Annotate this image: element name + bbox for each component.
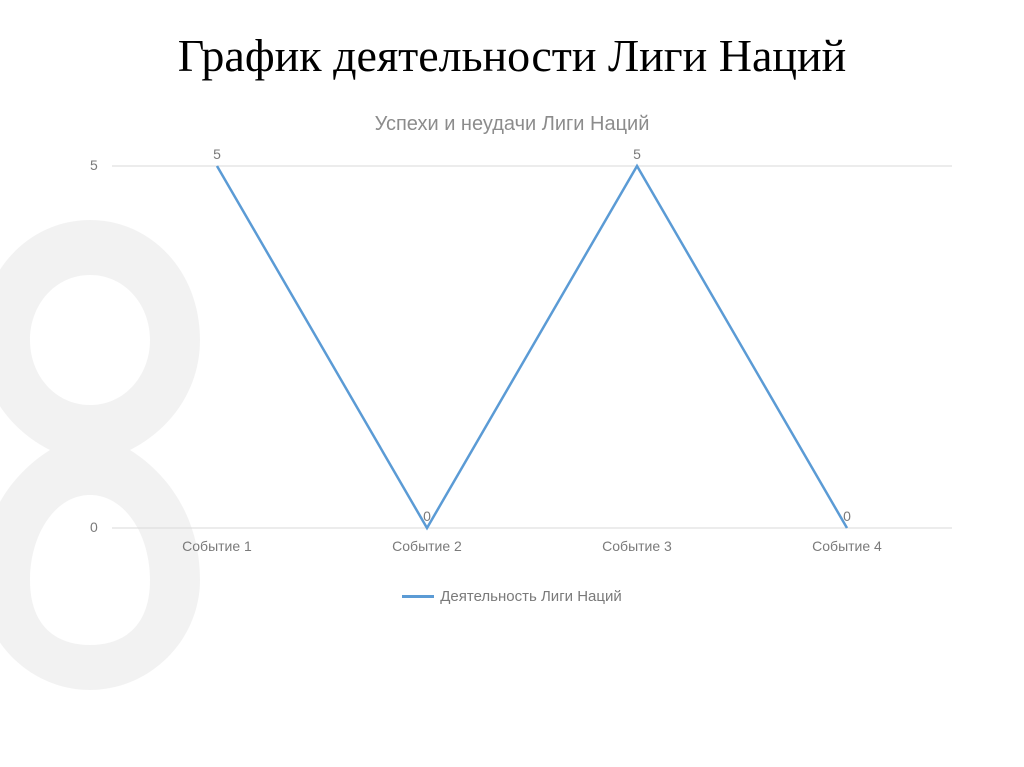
data-point-label: 5 (633, 146, 641, 162)
x-tick-label: Событие 2 (392, 538, 462, 554)
y-tick-label: 0 (90, 519, 98, 535)
chart-svg (52, 148, 972, 558)
legend-line-icon (402, 595, 434, 598)
chart-container: Успехи и неудачи Лиги Наций 0 5 Событие 1 С… (52, 113, 972, 605)
chart-plot-area: 0 5 Событие 1 Событие 2 Событие 3 Событие 4 5 0… (52, 148, 972, 558)
x-tick-label: Событие 4 (812, 538, 882, 554)
page-title: График деятельности Лиги Наций (178, 30, 847, 83)
x-tick-label: Событие 1 (182, 538, 252, 554)
data-point-label: 0 (423, 508, 431, 524)
chart-line (217, 166, 847, 528)
data-point-label: 5 (213, 146, 221, 162)
data-point-label: 0 (843, 508, 851, 524)
chart-legend: Деятельность Лиги Наций (52, 588, 972, 605)
legend-label: Деятельность Лиги Наций (440, 588, 621, 605)
y-tick-label: 5 (90, 157, 98, 173)
x-tick-label: Событие 3 (602, 538, 672, 554)
chart-subtitle: Успехи и неудачи Лиги Наций (52, 113, 972, 136)
